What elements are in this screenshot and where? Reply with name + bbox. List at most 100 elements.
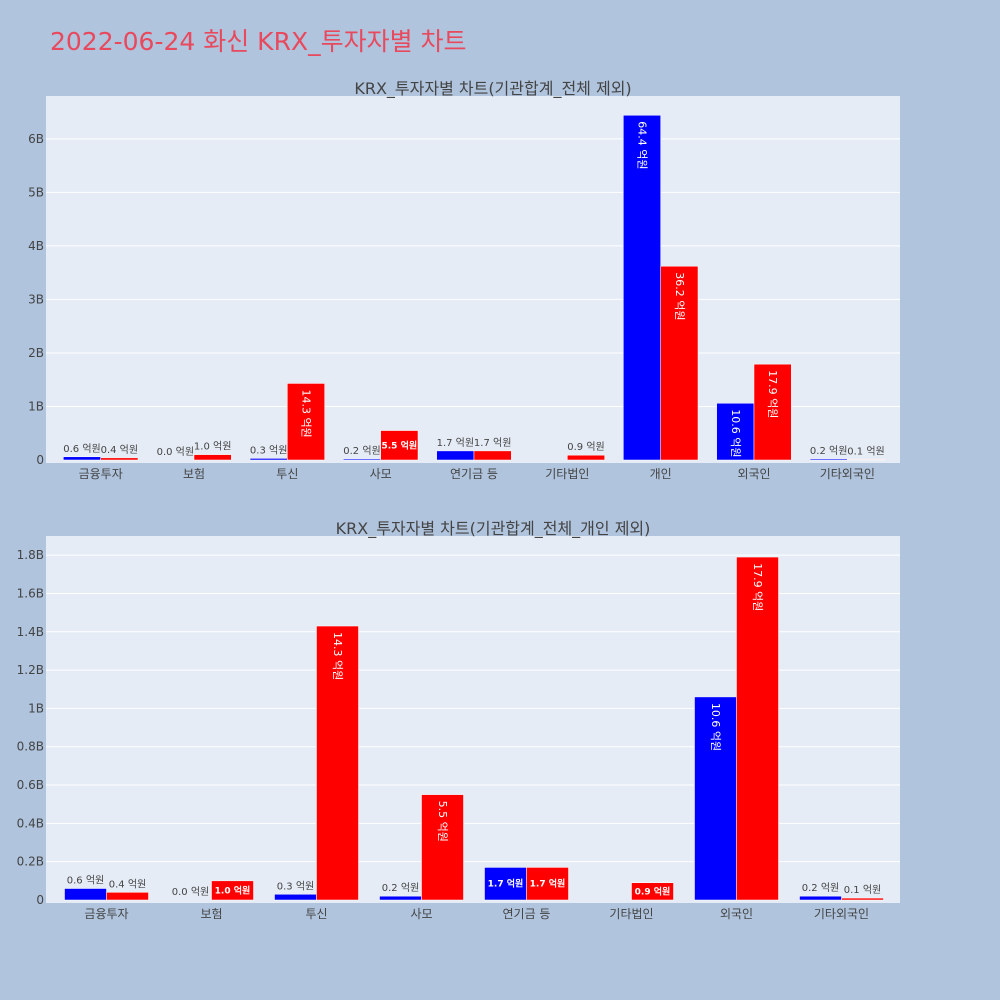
data-label: 5.5 억원: [436, 801, 449, 842]
data-label: 1.7 억원: [488, 878, 524, 890]
y-tick-label: 1B: [28, 701, 44, 715]
x-tick-label: 보험: [200, 907, 222, 921]
page-title: 2022-06-24 화신 KRX_투자자별 차트: [50, 27, 467, 56]
chart-title: KRX_투자자별 차트(기관합계_전체 제외): [354, 79, 631, 99]
bar-series2-외국인: [753, 363, 792, 461]
data-label: 36.2 억원: [673, 272, 686, 320]
bar-series2-사모: [380, 430, 419, 461]
data-label: 14.3 억원: [331, 632, 344, 680]
bar-series2-기타외국인: [841, 897, 884, 901]
bar-series2-기타법인: [631, 882, 674, 901]
bar-series1-투신: [249, 458, 288, 461]
bar-series2-투신: [316, 625, 359, 901]
bar-series2-보험: [211, 880, 254, 901]
data-label: 0.6 억원: [63, 443, 100, 455]
bar-series1-기타외국인: [799, 895, 842, 901]
y-tick-label: 1B: [28, 399, 44, 413]
x-tick-label: 외국인: [720, 907, 753, 921]
data-label: 1.0 억원: [194, 441, 231, 453]
bar-series1-금융투자: [64, 888, 107, 901]
data-label: 5.5 억원: [382, 439, 418, 451]
chart-panel-1: 0 1B 2B 3B 4B 5B 6B KRX_투자자별 차트(기관합계_전체 제외) 금융투자…: [28, 79, 900, 481]
y-tick-label: 0.6B: [17, 778, 44, 792]
data-label: 1.7 억원: [437, 437, 474, 449]
x-tick-label: 연기금 등: [503, 907, 551, 921]
data-label: 1.7 억원: [474, 437, 511, 449]
data-label: 64.4 억원: [636, 121, 649, 169]
chart-title: KRX_투자자별 차트(기관합계_전체_개인 제외): [336, 519, 651, 539]
bar-series2-기타법인: [567, 454, 605, 461]
y-tick-label: 1.2B: [17, 663, 44, 677]
y-tick-label: 1.8B: [17, 548, 44, 562]
x-tick-label: 외국인: [737, 467, 770, 481]
bar-series2-사모: [421, 794, 464, 901]
data-label: 1.0 억원: [215, 884, 251, 896]
data-label: 1.7 억원: [530, 878, 566, 890]
x-tick-label: 사모: [410, 907, 432, 921]
bar-series2-보험: [193, 454, 232, 461]
data-label: 0.4 억원: [109, 878, 146, 890]
x-tick-label: 사모: [370, 467, 392, 481]
y-tick-label: 2B: [28, 346, 44, 360]
data-label: 17.9 억원: [751, 563, 764, 611]
y-tick-label: 0.2B: [17, 855, 44, 869]
data-label: 17.9 억원: [766, 370, 779, 418]
data-label: 0.3 억원: [250, 444, 287, 456]
data-label: 0.6 억원: [67, 875, 104, 887]
bar-series2-금융투자: [106, 892, 149, 901]
y-tick-label: 0.8B: [17, 740, 44, 754]
data-label: 0.4 억원: [101, 444, 138, 456]
data-label: 0.9 억원: [635, 885, 671, 897]
y-tick-label: 5B: [28, 185, 44, 199]
y-tick-label: 0: [36, 453, 44, 467]
y-tick-label: 0: [36, 893, 44, 907]
x-tick-label: 금융투자: [79, 467, 123, 481]
data-label: 0.3 억원: [277, 880, 314, 892]
data-label: 0.1 억원: [847, 445, 884, 457]
x-tick-label: 개인: [650, 467, 672, 481]
bar-series1-기타외국인: [809, 458, 848, 461]
x-tick-label: 투신: [305, 907, 327, 921]
bar-series2-투신: [287, 383, 325, 461]
bar-series1-투신: [274, 894, 317, 901]
y-tick-label: 1.6B: [17, 586, 44, 600]
bar-series1-연기금 등: [484, 867, 527, 901]
bar-series2-연기금 등: [473, 450, 512, 461]
data-label: 0.9 억원: [567, 441, 604, 453]
x-tick-label: 기타외국인: [820, 467, 875, 481]
x-tick-label: 연기금 등: [450, 467, 498, 481]
bar-series2-기타외국인: [847, 459, 885, 461]
x-tick-label: 기타법인: [609, 907, 653, 921]
bar-series2-외국인: [736, 556, 779, 901]
y-tick-label: 6B: [28, 132, 44, 146]
bar-series2-금융투자: [100, 457, 139, 461]
data-label: 0.1 억원: [844, 884, 881, 896]
chart-panel-2: 0 0.2B 0.4B 0.6B 0.8B 1B 1.2B 1.4B 1.6B 1.8B KRX_투…: [17, 519, 900, 921]
bar-series1-연기금 등: [436, 450, 475, 461]
data-label: 0.2 억원: [802, 882, 839, 894]
bar-series1-외국인: [694, 696, 737, 901]
y-tick-label: 0.4B: [17, 816, 44, 830]
x-tick-label: 투신: [276, 467, 298, 481]
bar-series1-사모: [343, 458, 381, 461]
data-label: 0.0 억원: [172, 886, 209, 898]
x-tick-label: 기타법인: [545, 467, 589, 481]
data-label: 0.2 억원: [810, 445, 847, 457]
data-label: 14.3 억원: [300, 389, 313, 437]
data-label: 0.2 억원: [343, 445, 380, 457]
data-label: 0.2 억원: [382, 882, 419, 894]
bar-series1-외국인: [716, 403, 755, 461]
bar-series2-개인: [660, 265, 699, 461]
x-tick-label: 기타외국인: [814, 907, 869, 921]
bar-series2-연기금 등: [526, 867, 569, 901]
y-tick-label: 1.4B: [17, 625, 44, 639]
bar-series1-개인: [623, 115, 661, 461]
data-label: 0.0 억원: [157, 446, 194, 458]
y-tick-label: 3B: [28, 292, 44, 306]
y-tick-label: 4B: [28, 239, 44, 253]
data-label: 10.6 억원: [709, 703, 722, 751]
data-label: 10.6 억원: [729, 409, 742, 457]
bar-series1-금융투자: [63, 456, 101, 461]
bar-series1-사모: [379, 895, 422, 901]
